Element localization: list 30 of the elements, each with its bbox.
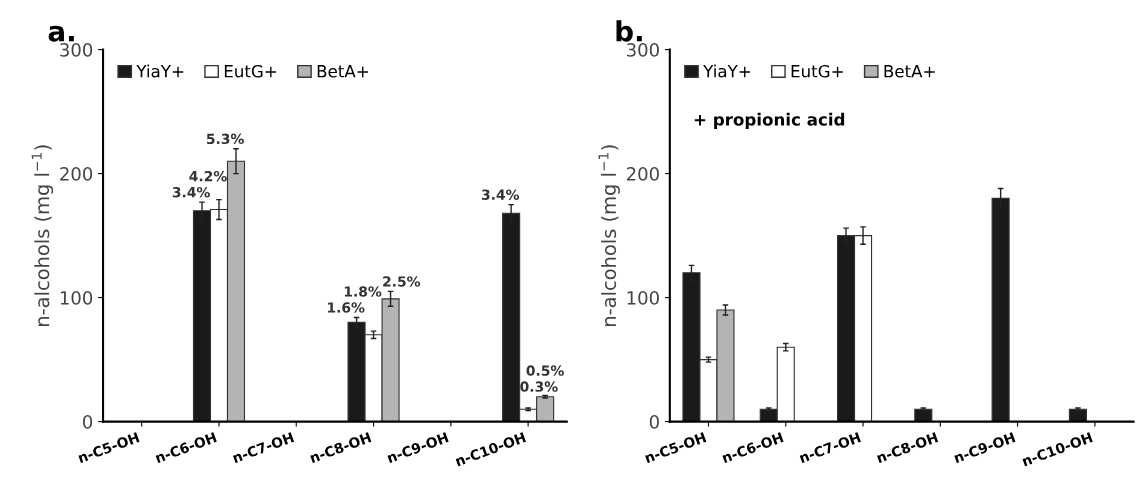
y-tick-label: 200 (626, 167, 659, 181)
y-tick-label: 100 (627, 291, 659, 305)
chart-title: a. (48, 25, 74, 42)
annotation: 0.3% (520, 381, 558, 392)
legend-label: YiaY+ (703, 64, 750, 78)
legend-label: BetA+ (884, 65, 935, 78)
annotation: 2.5% (383, 276, 421, 287)
y-tick-label: 0 (83, 415, 93, 429)
y-axis-title: n-alcohols (mg l$^{−1}$) (31, 145, 54, 326)
annotation: 3.4% (481, 189, 520, 200)
y-tick-label: 0 (649, 415, 659, 429)
annotation: + propionic acid (694, 112, 845, 129)
y-axis-title: n-alcohols (mg l$^{−1}$) (598, 145, 620, 326)
bar (914, 408, 933, 422)
annotation: 0.5% (526, 365, 564, 376)
bar (1068, 408, 1087, 422)
y-tick-label: 300 (627, 43, 659, 57)
y-tick-label: 200 (60, 167, 93, 181)
annotation: 4.2% (189, 170, 227, 182)
annotation: 1.6% (328, 302, 365, 313)
legend-label: EutG+ (224, 64, 277, 78)
annotation: 5.3% (206, 133, 244, 145)
annotation: 3.4% (172, 186, 210, 198)
chart-title: b. (616, 20, 642, 42)
annotation: 1.8% (344, 286, 382, 297)
legend-label: YiaY+ (136, 64, 184, 78)
legend-label: EutG+ (791, 64, 843, 78)
legend-label: BetA+ (317, 65, 368, 78)
y-tick-label: 300 (60, 43, 93, 57)
y-tick-label: 100 (60, 291, 93, 305)
